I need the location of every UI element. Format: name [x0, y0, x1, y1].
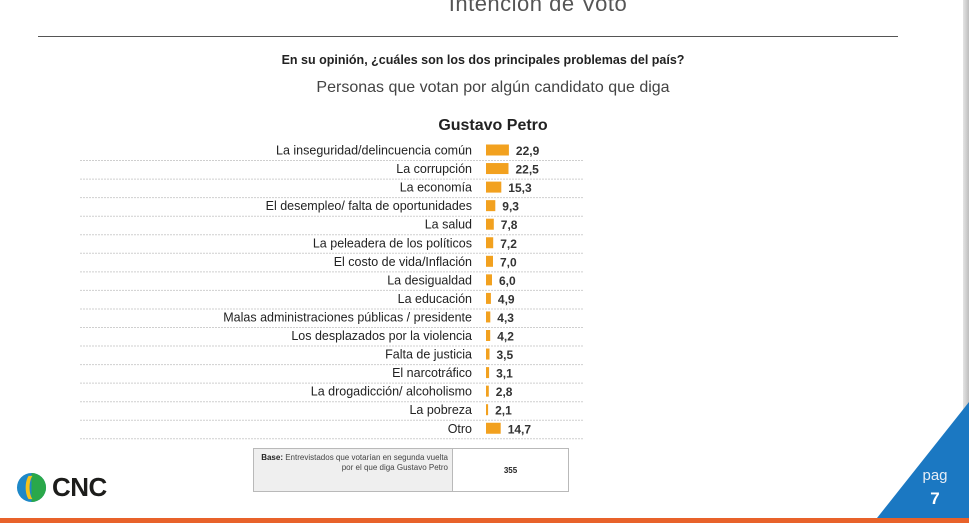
- page-label: pag: [922, 467, 948, 484]
- value-label: 15,3: [508, 181, 532, 195]
- base-label-text: Entrevistados que votarían en segunda vu…: [285, 453, 448, 472]
- category-label: Falta de justicia: [385, 348, 472, 362]
- bar: [486, 292, 491, 304]
- value-label: 6,0: [499, 274, 516, 288]
- cnc-logo: CNC: [16, 472, 107, 503]
- value-label: 4,3: [497, 311, 514, 325]
- category-label: La desigualdad: [387, 273, 472, 287]
- right-edge-shadow: [963, 0, 969, 523]
- base-table: Base: Entrevistados que votarían en segu…: [253, 448, 569, 492]
- value-label: 14,7: [508, 422, 532, 436]
- bar: [486, 144, 509, 156]
- base-label: Base: Entrevistados que votarían en segu…: [254, 449, 453, 491]
- value-label: 22,5: [516, 163, 540, 177]
- value-label: 4,9: [498, 292, 515, 306]
- bar: [486, 163, 509, 175]
- value-label: 2,8: [496, 385, 513, 399]
- cnc-logo-text: CNC: [52, 472, 107, 502]
- category-label: Otro: [448, 422, 472, 436]
- bar: [486, 181, 502, 193]
- category-label: La peleadera de los políticos: [313, 236, 472, 250]
- category-label: La salud: [425, 218, 472, 232]
- header-divider: [38, 36, 898, 37]
- bar: [486, 274, 492, 286]
- category-label: La drogadicción/ alcoholismo: [311, 385, 472, 399]
- bar: [486, 367, 490, 379]
- category-label: El costo de vida/Inflación: [334, 255, 472, 269]
- category-label: El desempleo/ falta de oportunidades: [266, 199, 472, 213]
- bar: [486, 255, 493, 267]
- value-label: 3,1: [496, 367, 513, 381]
- survey-question: En su opinión, ¿cuáles son los dos princ…: [281, 53, 685, 67]
- page-corner-triangle: [877, 402, 969, 518]
- base-label-bold: Base:: [261, 453, 283, 462]
- base-value: 355: [503, 465, 518, 475]
- page-number: 7: [930, 489, 940, 508]
- value-label: 4,2: [497, 330, 514, 344]
- bar: [486, 237, 494, 249]
- value-label: 22,9: [516, 144, 540, 158]
- bar: [486, 348, 490, 360]
- bar: [486, 404, 489, 416]
- value-label: 3,5: [497, 348, 514, 362]
- value-label: 7,0: [500, 255, 517, 269]
- chart-subtitle-candidate: Gustavo Petro: [438, 117, 548, 134]
- value-label: 9,3: [502, 200, 519, 214]
- page-title: Intención de Voto: [448, 0, 628, 16]
- category-label: El narcotráfico: [392, 366, 472, 380]
- bar: [486, 330, 491, 341]
- category-label: La economía: [400, 181, 472, 195]
- bar: [486, 311, 491, 323]
- chart-title: Personas que votan por algún candidato q…: [316, 79, 670, 96]
- category-label: La inseguridad/delincuencia común: [276, 144, 472, 158]
- bar: [486, 422, 501, 434]
- category-label: Los desplazados por la violencia: [291, 329, 472, 343]
- value-label: 7,2: [500, 237, 517, 251]
- category-label: La pobreza: [409, 403, 472, 417]
- value-label: 7,8: [501, 218, 518, 232]
- value-label: 2,1: [495, 404, 512, 418]
- bar: [486, 200, 496, 212]
- bottom-rule: [0, 518, 969, 523]
- category-label: La educación: [398, 292, 472, 306]
- cnc-logo-icon: [16, 472, 47, 503]
- category-label: La corrupción: [396, 162, 472, 176]
- bar: [486, 385, 489, 397]
- category-label: Malas administraciones públicas / presid…: [223, 310, 472, 324]
- bar: [486, 218, 494, 230]
